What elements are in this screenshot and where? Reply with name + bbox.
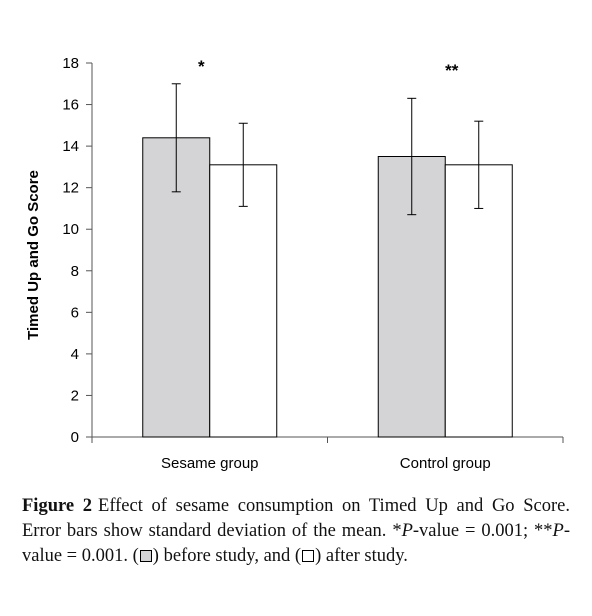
y-tick-label: 10 [62, 221, 79, 238]
figure-label: Figure 2 [22, 496, 93, 516]
y-tick-label: 14 [62, 138, 79, 155]
bar [444, 164, 513, 438]
caption-text-1: Effect of sesame consumption on Timed Up… [22, 496, 570, 541]
y-tick-label: 0 [71, 429, 79, 446]
caption-text-5: ) after study. [315, 546, 408, 566]
caption-text-2: -value = 0.001; ** [412, 521, 553, 541]
before-study-swatch-icon [139, 550, 152, 562]
chart-error-bars [171, 83, 484, 216]
caption-p-2: P [552, 521, 564, 541]
y-tick-label: 2 [71, 387, 79, 404]
after-study-swatch-icon [302, 550, 315, 562]
y-tick-label: 12 [62, 180, 79, 197]
y-tick-label: 8 [71, 263, 79, 280]
caption-p-1: P [401, 521, 413, 541]
bar [209, 164, 278, 438]
y-tick-label: 16 [62, 97, 79, 114]
chart-bars [142, 137, 513, 438]
significance-marker: * [198, 57, 205, 76]
y-tick-label: 6 [71, 304, 79, 321]
x-category-label: Control group [400, 455, 491, 472]
y-tick-label: 4 [71, 346, 79, 363]
x-category-label: Sesame group [161, 455, 259, 472]
chart-labels: 0 2 4 6 8 10 12 14 16 18 Timed Up and Go Score Sesa… [25, 55, 491, 472]
significance-marker: ** [445, 61, 459, 80]
y-tick-label: 18 [62, 55, 79, 72]
caption-text-3: -value = 0.001. ( [22, 521, 570, 566]
caption-text-4: ) before study, and ( [152, 546, 302, 566]
y-axis-label: Timed Up and Go Score [25, 170, 42, 340]
bar-chart: 0 2 4 6 8 10 12 14 16 18 Timed Up and Go Score Sesa… [25, 55, 564, 472]
figure-caption: Figure 2 Effect of sesame consumption on … [22, 494, 570, 569]
